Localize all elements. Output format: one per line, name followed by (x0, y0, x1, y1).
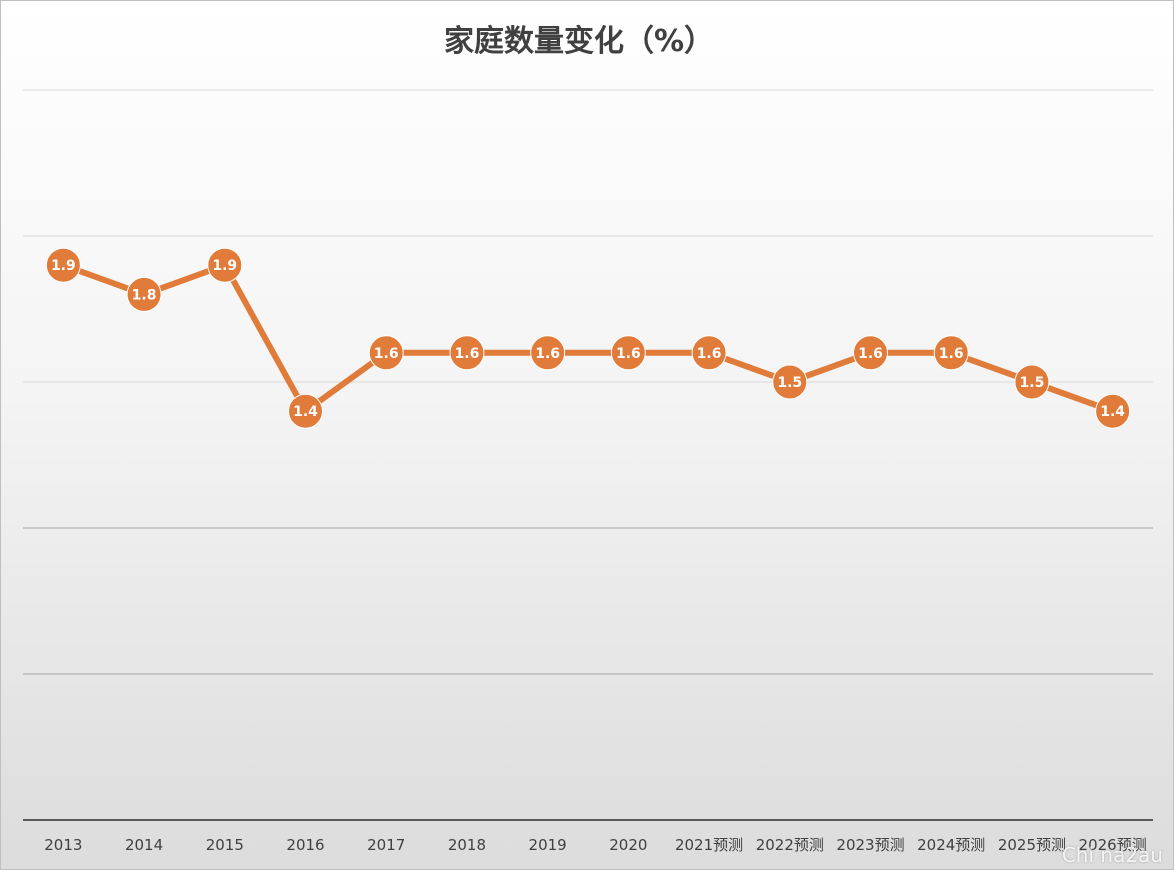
data-label: 1.9 (212, 258, 237, 274)
data-point-marker (933, 335, 969, 371)
data-label: 1.6 (455, 346, 480, 362)
data-point-marker (126, 276, 162, 312)
data-label: 1.6 (535, 346, 560, 362)
data-point-marker (45, 247, 81, 283)
data-point-marker (368, 335, 404, 371)
data-point-marker (853, 335, 888, 371)
x-tick-label: 2022预测 (756, 836, 824, 854)
data-label: 1.4 (293, 404, 318, 420)
data-label: 1.9 (51, 258, 76, 274)
x-tick-label: 2015 (206, 836, 244, 854)
data-label: 1.6 (616, 346, 641, 362)
x-tick-label: 2019 (529, 836, 567, 854)
x-tick-label: 2018 (448, 836, 486, 854)
x-tick-label: 2025预测 (998, 836, 1066, 854)
x-tick-label: 2021预测 (675, 836, 743, 854)
data-label: 1.6 (939, 346, 964, 362)
x-tick-label: 2016 (286, 836, 324, 854)
data-point-marker (207, 247, 243, 283)
data-point-marker (449, 335, 485, 371)
x-tick-label: 2023预测 (836, 836, 904, 854)
x-tick-label: 2020 (609, 836, 647, 854)
data-point-marker (1014, 364, 1050, 400)
data-point-marker (530, 335, 566, 371)
x-axis-tick-labels: 2013 2014 2015 2016 2017 2018 2019 2020 2021预测 20… (44, 836, 1146, 854)
watermark: Chi na2au (1061, 843, 1163, 867)
x-tick-label: 2014 (125, 836, 163, 854)
x-tick-label: 2026预测 (1079, 836, 1147, 854)
data-point-marker (1095, 393, 1131, 429)
x-tick-label: 2013 (44, 836, 82, 854)
x-tick-label: 2017 (367, 836, 405, 854)
data-label: 1.6 (697, 346, 722, 362)
series-line-group: 1.9 1.8 1.9 1.4 1.6 1.6 1.6 1.6 1.6 1.5 1.6 1.6 1.5 1… (45, 247, 1131, 429)
data-label: 1.6 (858, 346, 883, 362)
data-label: 1.4 (1100, 404, 1125, 420)
data-label: 1.6 (374, 346, 399, 362)
x-tick-label: 2024预测 (917, 836, 985, 854)
data-point-marker (691, 335, 727, 371)
data-point-marker (288, 393, 323, 429)
data-label: 1.8 (132, 287, 157, 303)
data-point-marker (772, 364, 808, 400)
chart-title: 家庭数量变化（%） (444, 24, 714, 59)
gridlines (23, 89, 1153, 675)
data-label: 1.5 (1020, 375, 1045, 391)
data-point-marker (610, 335, 646, 371)
data-label: 1.5 (777, 375, 802, 391)
